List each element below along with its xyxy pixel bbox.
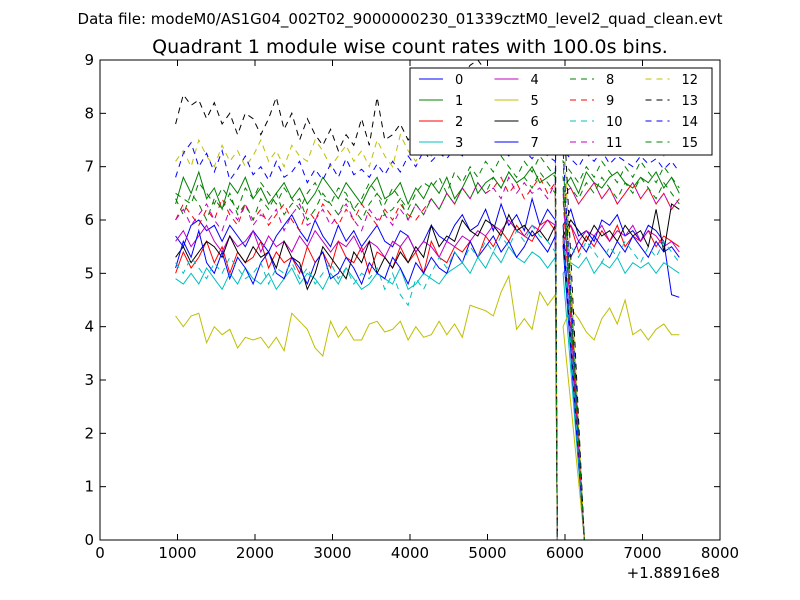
x-tick-label: 8000: [701, 544, 739, 562]
y-tick-label: 7: [84, 158, 94, 176]
series-line-1: [175, 165, 680, 540]
y-tick-label: 2: [84, 424, 94, 442]
legend-box: [409, 67, 713, 156]
legend-label-2: 2: [455, 115, 463, 130]
legend-label-7: 7: [531, 136, 539, 151]
y-tick-label: 3: [84, 371, 94, 389]
series-line-11: [175, 176, 680, 540]
legend-label-11: 11: [606, 136, 623, 151]
x-tick-label: 1000: [158, 544, 196, 562]
y-tick-label: 4: [84, 318, 94, 336]
series-line-14: [175, 141, 680, 540]
legend-label-1: 1: [455, 94, 463, 109]
legend-label-5: 5: [531, 94, 539, 109]
chart-title: Quadrant 1 module wise count rates with …: [152, 36, 668, 58]
legend-label-12: 12: [682, 73, 699, 88]
legend-label-14: 14: [682, 115, 699, 130]
x-tick-label: 4000: [391, 544, 429, 562]
legend-label-8: 8: [606, 73, 614, 88]
y-tick-label: 9: [84, 51, 94, 69]
series-line-4: [175, 219, 680, 540]
y-tick-label: 6: [84, 211, 94, 229]
legend-label-4: 4: [531, 73, 539, 88]
legend-label-10: 10: [606, 115, 623, 130]
x-tick-label: 7000: [623, 544, 661, 562]
series-line-10: [175, 224, 680, 540]
legend-label-3: 3: [455, 136, 463, 151]
series-line-15: [175, 171, 680, 540]
series-line-8: [175, 155, 680, 540]
y-tick-label: 5: [84, 264, 94, 282]
x-tick-label: 5000: [468, 544, 506, 562]
series-line-5: [175, 274, 680, 540]
x-tick-label: 3000: [313, 544, 351, 562]
series-line-7: [175, 228, 680, 540]
series-line-3: [175, 245, 680, 540]
legend-label-9: 9: [606, 94, 614, 109]
legend-label-13: 13: [682, 94, 699, 109]
data-file-header: Data file: modeM0/AS1G04_002T02_90000002…: [78, 10, 723, 29]
x-offset-label: +1.88916e8: [627, 564, 720, 582]
series-layer: [175, 60, 680, 540]
series-line-2: [175, 219, 680, 540]
y-tick-label: 1: [84, 478, 94, 496]
x-tick-label: 0: [95, 544, 105, 562]
legend-label-6: 6: [531, 115, 539, 130]
axes-layer: 0 1000 2000 3000 4000 5000 6000 7000 80000123456…: [84, 51, 739, 562]
y-tick-label: 8: [84, 104, 94, 122]
x-tick-label: 6000: [546, 544, 584, 562]
legend-label-15: 15: [682, 136, 699, 151]
x-tick-label: 2000: [236, 544, 274, 562]
y-tick-label: 0: [84, 531, 94, 549]
legend-label-0: 0: [455, 73, 463, 88]
series-line-6: [175, 203, 680, 540]
